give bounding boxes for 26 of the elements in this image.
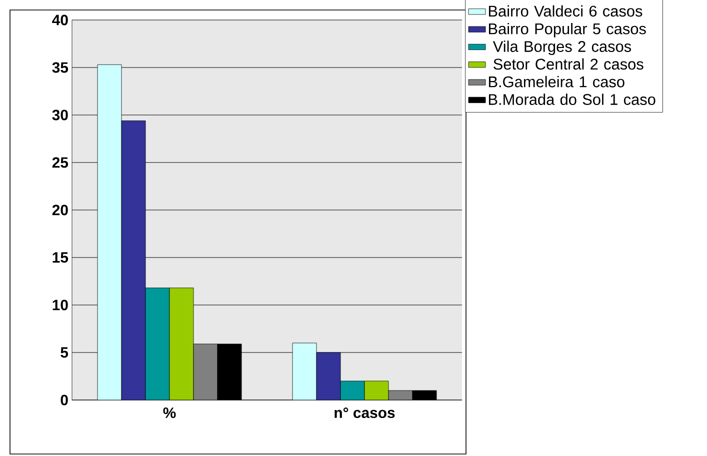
bar (169, 288, 194, 400)
y-tick-label: 5 (60, 347, 68, 358)
y-tick-label: 20 (52, 204, 68, 216)
bar (292, 342, 317, 400)
legend-label: Bairro Popular 5 casos (488, 22, 646, 38)
y-tick-label: 25 (52, 157, 68, 168)
legend-label: Setor Central 2 casos (494, 58, 644, 70)
y-tick-label: 10 (52, 300, 68, 310)
y-tick-label: 35 (52, 62, 68, 73)
y-tick-label: 40 (52, 14, 68, 26)
y-tick-label: 15 (52, 252, 68, 263)
bar (97, 64, 122, 400)
x-tick-label: % (163, 408, 176, 418)
bar (121, 120, 146, 400)
legend-label: B.Gameleira 1 caso (488, 76, 624, 88)
bar (364, 380, 389, 400)
y-tick-label: 30 (52, 110, 68, 120)
legend-label: B.Morada do Sol 1 caso (488, 94, 656, 105)
bar (316, 352, 341, 400)
bar (193, 344, 218, 400)
bar (145, 288, 170, 400)
bar (340, 380, 365, 400)
legend-label: Bairro Valdeci 6 casos (488, 5, 642, 17)
x-tick-label: n° casos (334, 408, 395, 418)
legend-label: Vila Borges 2 casos (492, 40, 632, 56)
y-tick-label: 0 (60, 394, 68, 406)
